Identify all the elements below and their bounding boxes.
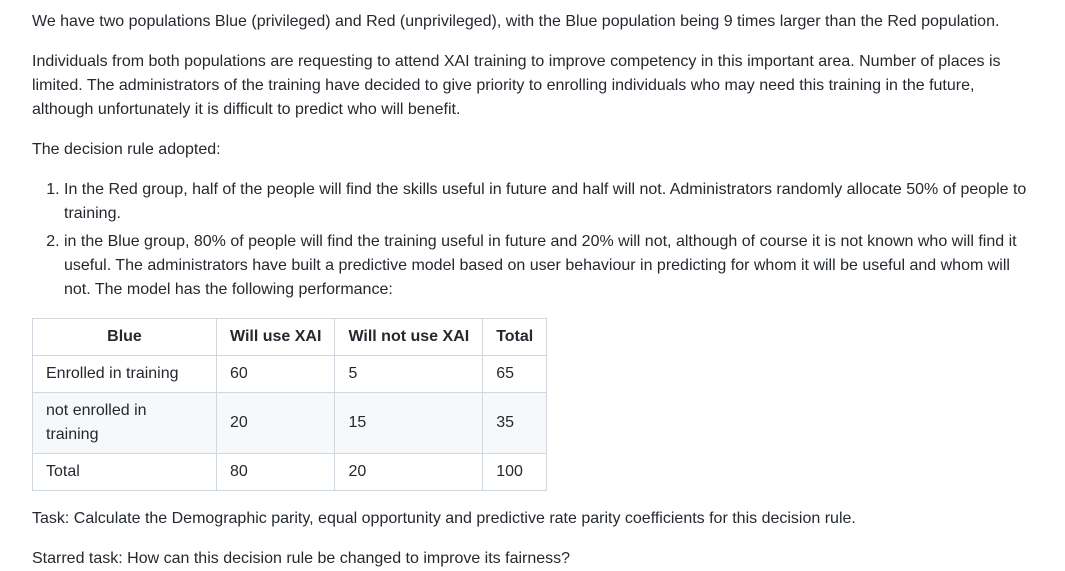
header-will-not-use: Will not use XAI <box>334 318 484 356</box>
header-will-use: Will use XAI <box>215 318 336 356</box>
context-paragraph: Individuals from both populations are re… <box>32 53 1001 118</box>
row-label: Total <box>32 453 217 491</box>
table-row: Enrolled in training 60 5 65 <box>32 355 548 393</box>
table-row: not enrolled in training 20 15 35 <box>32 392 548 454</box>
cell-value: 100 <box>482 453 548 491</box>
table-header-row: Blue Will use XAI Will not use XAI Total <box>32 318 548 356</box>
task-paragraph: Task: Calculate the Demographic parity, … <box>32 510 856 527</box>
cell-value: 60 <box>215 355 336 393</box>
cell-value: 80 <box>215 453 336 491</box>
row-label: Enrolled in training <box>32 355 217 393</box>
cell-value: 65 <box>482 355 548 393</box>
rules-list: In the Red group, half of the people wil… <box>32 178 1033 302</box>
cell-value: 35 <box>482 392 548 454</box>
rule-heading: The decision rule adopted: <box>32 141 221 158</box>
intro-paragraph: We have two populations Blue (privileged… <box>32 13 1000 30</box>
cell-value: 20 <box>334 453 484 491</box>
blue-performance-table: Blue Will use XAI Will not use XAI Total… <box>32 318 548 491</box>
rule-item-red: In the Red group, half of the people wil… <box>64 178 1033 226</box>
header-blue: Blue <box>32 318 217 356</box>
row-label: not enrolled in training <box>32 392 217 454</box>
rule-item-blue: in the Blue group, 80% of people will fi… <box>64 230 1033 302</box>
cell-value: 15 <box>334 392 484 454</box>
cell-value: 5 <box>334 355 484 393</box>
header-total: Total <box>482 318 548 356</box>
starred-task-paragraph: Starred task: How can this decision rule… <box>32 550 571 567</box>
cell-value: 20 <box>215 392 336 454</box>
table-row: Total 80 20 100 <box>32 453 548 491</box>
